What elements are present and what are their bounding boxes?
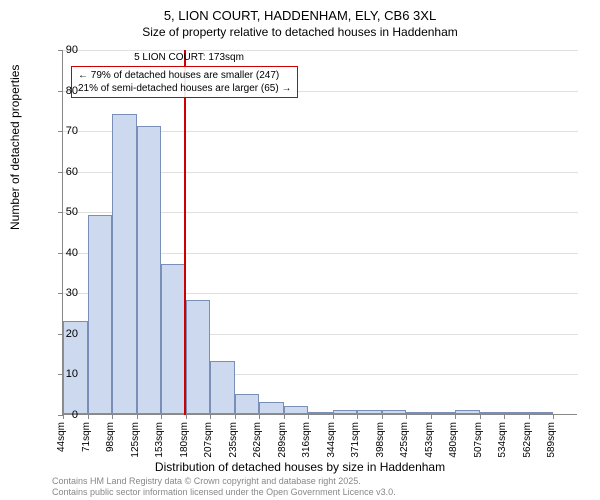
histogram-bar <box>431 412 456 414</box>
xtick-mark <box>553 414 554 419</box>
xtick-label: 589sqm <box>546 422 557 458</box>
xtick-label: 262sqm <box>252 422 263 458</box>
histogram-bar <box>284 406 309 414</box>
histogram-bar <box>504 412 529 414</box>
xtick-mark <box>186 414 187 419</box>
xtick-label: 371sqm <box>350 422 361 458</box>
histogram-bar <box>137 126 162 414</box>
histogram-bar <box>308 412 333 414</box>
xtick-label: 180sqm <box>179 422 190 458</box>
xtick-mark <box>210 414 211 419</box>
xtick-label: 71sqm <box>81 422 92 452</box>
xtick-label: 125sqm <box>130 422 141 458</box>
xtick-label: 453sqm <box>424 422 435 458</box>
histogram-bar <box>382 410 407 414</box>
histogram-bar <box>235 394 260 414</box>
xtick-label: 507sqm <box>473 422 484 458</box>
histogram-bar <box>161 264 186 414</box>
xtick-mark <box>112 414 113 419</box>
footer: Contains HM Land Registry data © Crown c… <box>52 476 396 498</box>
xtick-mark <box>235 414 236 419</box>
ytick-label: 40 <box>48 247 78 259</box>
xtick-label: 562sqm <box>522 422 533 458</box>
chart-title: 5, LION COURT, HADDENHAM, ELY, CB6 3XL <box>0 0 600 23</box>
histogram-bar <box>406 412 431 414</box>
x-axis-label: Distribution of detached houses by size … <box>0 460 600 474</box>
histogram-bar <box>357 410 382 414</box>
ytick-label: 90 <box>48 44 78 56</box>
xtick-label: 235sqm <box>228 422 239 458</box>
xtick-label: 153sqm <box>154 422 165 458</box>
xtick-mark <box>88 414 89 419</box>
ytick-label: 70 <box>48 125 78 137</box>
annotation-box: ← 79% of detached houses are smaller (24… <box>71 66 298 98</box>
ytick-label: 0 <box>48 409 78 421</box>
xtick-mark <box>161 414 162 419</box>
xtick-mark <box>529 414 530 419</box>
histogram-bar <box>186 300 211 414</box>
ytick-label: 10 <box>48 368 78 380</box>
histogram-bar <box>455 410 480 414</box>
xtick-mark <box>504 414 505 419</box>
histogram-bar <box>112 114 137 414</box>
xtick-label: 534sqm <box>497 422 508 458</box>
histogram-bar <box>210 361 235 414</box>
xtick-label: 425sqm <box>399 422 410 458</box>
xtick-label: 316sqm <box>301 422 312 458</box>
ytick-label: 60 <box>48 166 78 178</box>
gridline <box>63 50 578 51</box>
xtick-mark <box>382 414 383 419</box>
marker-line <box>184 50 186 415</box>
xtick-label: 344sqm <box>326 422 337 458</box>
chart-container: 44sqm71sqm98sqm125sqm153sqm180sqm207sqm2… <box>62 50 577 415</box>
xtick-label: 289sqm <box>277 422 288 458</box>
y-axis-label: Number of detached properties <box>8 65 22 230</box>
xtick-mark <box>137 414 138 419</box>
xtick-label: 44sqm <box>56 422 67 452</box>
chart-subtitle: Size of property relative to detached ho… <box>0 23 600 39</box>
xtick-mark <box>431 414 432 419</box>
histogram-bar <box>333 410 358 414</box>
ytick-label: 30 <box>48 287 78 299</box>
histogram-bar <box>480 412 505 414</box>
xtick-mark <box>333 414 334 419</box>
annotation-line2: 21% of semi-detached houses are larger (… <box>78 82 291 95</box>
histogram-bar <box>88 215 113 414</box>
footer-line2: Contains public sector information licen… <box>52 487 396 498</box>
xtick-label: 480sqm <box>448 422 459 458</box>
ytick-label: 50 <box>48 206 78 218</box>
xtick-mark <box>259 414 260 419</box>
histogram-bar <box>529 412 554 414</box>
xtick-label: 207sqm <box>203 422 214 458</box>
xtick-mark <box>308 414 309 419</box>
ytick-label: 20 <box>48 328 78 340</box>
xtick-mark <box>357 414 358 419</box>
annotation-title: 5 LION COURT: 173sqm <box>124 52 254 63</box>
plot-area: 44sqm71sqm98sqm125sqm153sqm180sqm207sqm2… <box>62 50 577 415</box>
xtick-mark <box>480 414 481 419</box>
ytick-label: 80 <box>48 85 78 97</box>
xtick-label: 398sqm <box>375 422 386 458</box>
xtick-mark <box>455 414 456 419</box>
xtick-label: 98sqm <box>105 422 116 452</box>
xtick-mark <box>406 414 407 419</box>
footer-line1: Contains HM Land Registry data © Crown c… <box>52 476 396 487</box>
xtick-mark <box>284 414 285 419</box>
annotation-line1: ← 79% of detached houses are smaller (24… <box>78 69 291 82</box>
histogram-bar <box>259 402 284 414</box>
